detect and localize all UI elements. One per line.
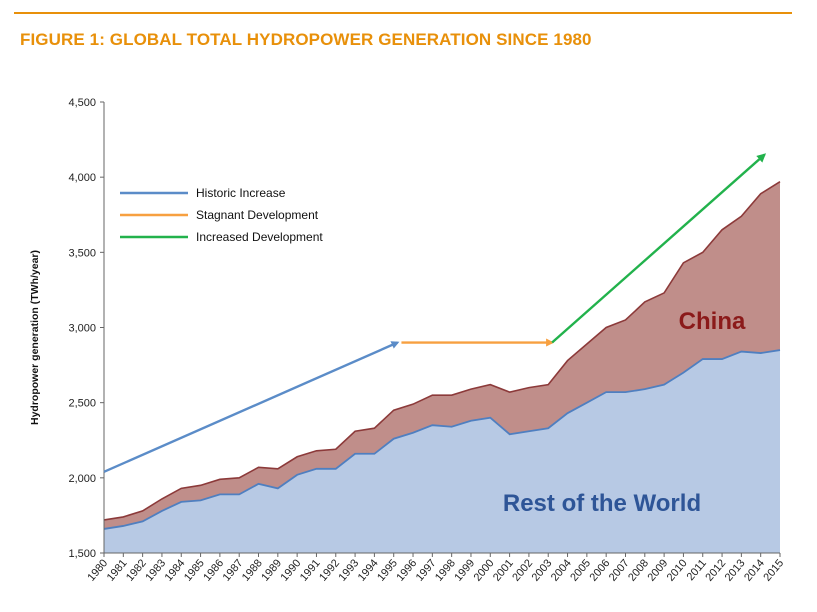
x-tick-label: 1994 [356, 557, 381, 583]
x-tick-label: 2007 [607, 557, 632, 583]
x-tick-label: 1990 [279, 557, 304, 583]
legend-entry: Stagnant Development [196, 208, 319, 222]
legend-entry: Increased Development [196, 230, 323, 244]
x-tick-label: 2014 [742, 557, 767, 583]
x-tick-label: 1995 [375, 557, 400, 583]
y-tick-label: 3,000 [68, 323, 96, 335]
x-tick-label: 1991 [298, 557, 323, 583]
figure-title: FIGURE 1: GLOBAL TOTAL HYDROPOWER GENERA… [20, 30, 592, 49]
x-tick-label: 1988 [240, 557, 265, 583]
top-accent-rule [14, 12, 792, 14]
x-tick-label: 1998 [433, 557, 458, 583]
y-tick-label: 4,500 [68, 97, 96, 109]
x-tick-label: 2011 [685, 557, 709, 583]
x-tick-label: 2001 [491, 557, 516, 583]
x-tick-label: 1992 [317, 557, 342, 583]
x-tick-label: 1999 [452, 557, 477, 583]
x-tick-label: 1981 [105, 557, 130, 583]
x-tick-label: 2003 [530, 557, 555, 583]
x-tick-label: 1984 [163, 557, 188, 583]
x-tick-label: 2015 [761, 557, 786, 583]
x-tick-label: 2006 [588, 557, 613, 583]
increased-development-arrow [551, 153, 767, 344]
x-tick-label: 1993 [336, 557, 361, 583]
x-tick-label: 2000 [472, 557, 497, 583]
y-axis-title: Hydropower generation (TWh/year) [29, 250, 41, 425]
x-tick-label: 2008 [626, 557, 651, 583]
china-area-label: China [679, 308, 746, 335]
historic-increase-arrow [103, 341, 400, 473]
x-tick-label: 2004 [549, 557, 574, 583]
x-tick-label: 1989 [259, 557, 284, 583]
x-tick-label: 2009 [645, 557, 670, 583]
y-tick-label: 2,000 [68, 473, 96, 485]
rest-of-world-area-label: Rest of the World [503, 490, 701, 517]
x-tick-label: 2013 [723, 557, 748, 583]
x-tick-label: 1983 [143, 557, 168, 583]
x-tick-label: 2010 [665, 557, 690, 583]
y-tick-label: 1,500 [68, 548, 96, 560]
x-tick-label: 1980 [85, 557, 110, 583]
x-tick-label: 1985 [182, 557, 207, 583]
x-tick-label: 2012 [703, 557, 728, 583]
x-tick-label: 1986 [201, 557, 226, 583]
rest-of-world-line [103, 349, 781, 530]
x-tick-label: 1987 [221, 557, 246, 583]
china-total-line [103, 180, 781, 521]
x-tick-label: 1996 [394, 557, 419, 583]
legend-entry: Historic Increase [196, 186, 286, 200]
x-tick-label: 2005 [568, 557, 593, 583]
y-tick-label: 2,500 [68, 398, 96, 410]
x-tick-label: 2002 [510, 557, 535, 583]
y-tick-label: 3,500 [68, 247, 96, 259]
x-tick-label: 1982 [124, 557, 149, 583]
y-tick-label: 4,000 [68, 172, 96, 184]
rest-of-world-area [104, 350, 780, 553]
x-tick-label: 1997 [414, 557, 439, 583]
